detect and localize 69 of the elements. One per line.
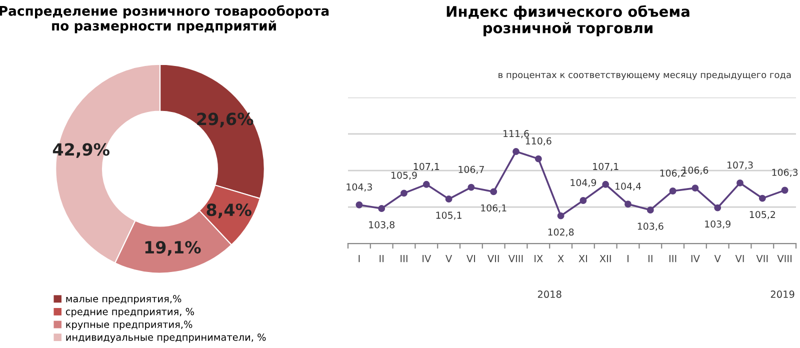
data-label: 105,9 [392,172,417,180]
x-tick-label: VIII [777,255,792,262]
data-label: 102,8 [548,228,574,237]
text: 2019 [770,290,794,298]
x-tick-label: V [446,255,452,262]
point [512,148,520,155]
chart-title: Индекс физического объема розничной торговли [446,5,690,36]
x-tick-label: VI [735,255,744,262]
data-label: 104,9 [570,179,596,188]
x-tick-label: III [669,255,676,262]
point [692,184,699,192]
legend-label: средние предприятия, % [66,308,194,318]
chart-title: Распределение розничного товарооборота по размерности предприятий [0,5,329,34]
point [356,201,363,208]
x-tick-label: II [648,255,652,262]
data-label: 111,6 [504,130,529,138]
data-label: 110,6 [526,137,552,146]
data-label: 8,4% [206,204,252,218]
point [378,205,386,212]
x-tick-label: VI [466,255,476,262]
point [445,196,452,202]
point [534,155,542,162]
data-label: 107,1 [414,162,440,172]
point [422,180,430,188]
point [736,179,744,186]
point [400,190,408,197]
data-label: 103,9 [705,220,730,229]
x-tick-label: VII [756,255,768,262]
point [468,184,475,191]
legend-label: индивидуальные предприниматели, % [66,333,266,343]
x-tick-label: VII [487,255,499,262]
text: 2018 [538,290,562,298]
point [602,180,610,188]
point [758,194,766,202]
point [490,188,498,196]
point [669,188,676,194]
data-label: 104,4 [616,182,641,191]
x-tick-label: VIII [508,255,523,262]
point [580,197,587,204]
point [714,204,722,212]
chart-subtitle: в процентах к соответствующему месяцу предыдущего года [498,72,791,80]
data-label: 107,1 [593,162,618,172]
data-label: 106,7 [458,166,484,174]
x-tick-label: IV [422,255,432,262]
point [781,186,788,194]
data-label: 106,1 [481,204,506,212]
x-tick-label: X [558,255,564,262]
point [646,206,654,214]
data-label: 103,6 [638,222,664,231]
x-tick-label: II [380,255,384,262]
x-tick-label: XII [600,255,611,262]
data-label: 104,3 [346,183,372,192]
x-tick-label: I [358,255,360,262]
data-label: 42,9% [52,143,110,158]
legend-label: крупные предприятия,% [66,320,192,330]
x-tick-label: IX [534,255,543,262]
x-tick-label: XI [578,255,588,262]
point [624,200,632,208]
x-tick-label: IV [691,255,700,262]
data-label: 103,8 [369,221,394,230]
data-label: 105,2 [750,210,775,220]
x-tick-label: V [714,255,721,262]
x-tick-label: III [400,255,408,262]
data-label: 105,1 [436,212,462,220]
point [557,212,564,220]
data-label: 19,1% [145,240,201,256]
data-label: 106,3 [772,168,798,177]
legend-label: малые предприятия,% [66,295,182,304]
data-label: 107,3 [728,161,753,170]
